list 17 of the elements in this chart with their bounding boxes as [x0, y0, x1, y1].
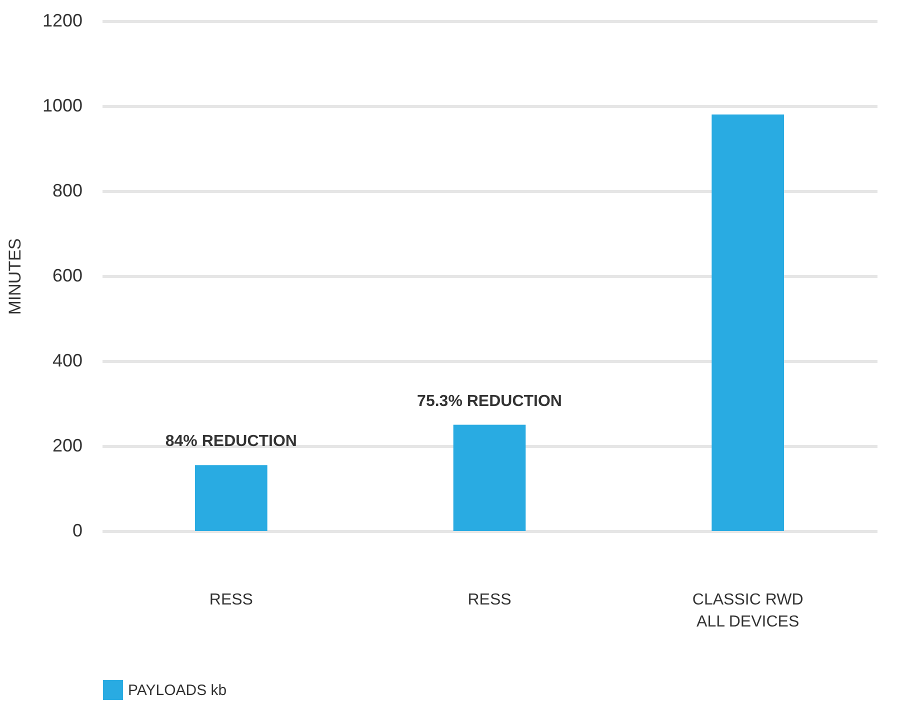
y-axis-title: MINUTES — [5, 238, 24, 315]
y-tick-label: 400 — [52, 350, 82, 370]
y-tick-label: 1200 — [42, 10, 82, 30]
legend-label: PAYLOADS kb — [128, 682, 227, 699]
x-tick-label: RESS — [209, 592, 253, 608]
y-tick-label: 800 — [52, 180, 82, 200]
y-tick-label: 200 — [52, 436, 82, 456]
annotation: 84% REDUCTION — [165, 433, 297, 450]
bar — [712, 114, 784, 531]
y-tick-label: 600 — [52, 266, 82, 286]
bar — [195, 465, 268, 531]
x-tick-label: CLASSIC RWD ALL DEVICES — [692, 592, 804, 630]
x-tick-label: RESS — [468, 592, 512, 608]
annotation: 75.3% REDUCTION — [417, 392, 562, 410]
y-tick-label: 0 — [72, 520, 82, 540]
bar — [453, 424, 526, 531]
y-tick-label: 1000 — [42, 96, 82, 116]
